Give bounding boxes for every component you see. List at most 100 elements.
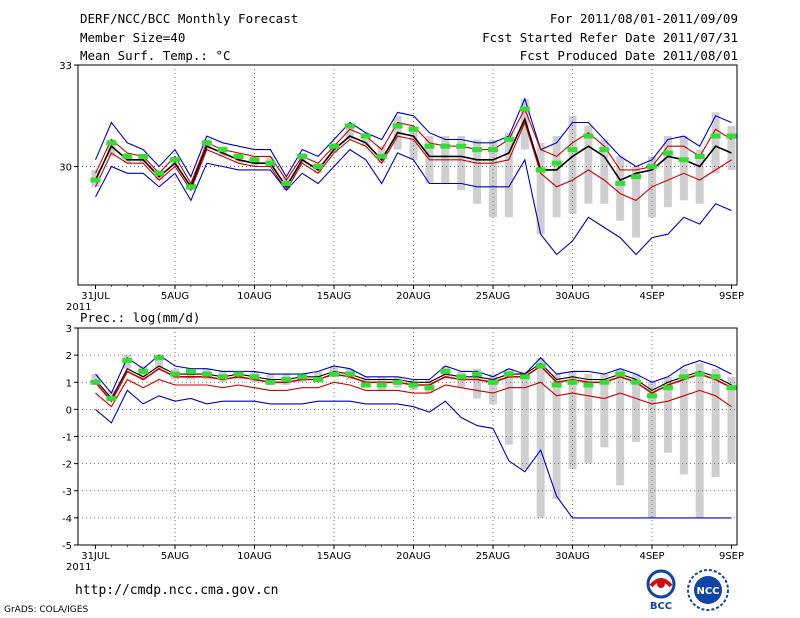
series-upper-percentile [95,362,732,400]
x-tick-label: 30AUG [555,551,590,562]
x-tick-label: 5AUG [161,551,189,562]
observation-marker [551,382,562,388]
x-tick-label: 20AUG [396,291,431,302]
observation-marker [313,164,324,170]
observation-marker [583,133,594,139]
series-lower-percentile [95,378,732,408]
spread-bar [504,368,513,445]
variable-label: Mean Surf. Temp.: °C [80,48,231,63]
observation-marker [662,150,673,156]
observation-marker [472,371,483,377]
series-ensemble-mean [94,117,732,189]
spread-bar [695,363,704,518]
observation-marker [90,379,101,385]
observation-marker [344,371,355,377]
spread-bar [520,371,529,470]
observation-marker [551,160,562,166]
x-tick-label: 9SEP [719,551,744,562]
observation-marker [249,157,260,163]
spread-bar [552,136,561,218]
spread-bar [600,374,609,448]
observation-marker [694,153,705,159]
observation-marker [265,379,276,385]
spread-bar [489,374,497,404]
y-tick-label: 30 [59,163,72,174]
observation-marker [567,147,578,153]
y-tick-label: -5 [62,541,72,552]
observation-marker [440,143,451,149]
y-tick-label: -3 [62,487,72,498]
observation-marker [678,374,689,380]
spread-bar [361,132,370,147]
bcc-logo: BCC [646,569,676,612]
observation-marker [360,382,371,388]
observation-marker [170,371,180,377]
spread-bar [600,139,609,204]
observation-marker [583,382,594,388]
spread-bar [536,357,545,518]
observation-marker [185,368,196,374]
observation-marker [138,368,149,374]
observation-marker [599,147,610,153]
y-tick-label: 33 [59,61,72,72]
x-year-label: 2011 [66,562,91,573]
observation-marker [503,136,514,142]
spread-bar [727,125,736,170]
observation-marker [170,157,180,163]
x-tick-label: 4SEP [639,551,664,562]
observation-marker [106,140,117,146]
grads-credit: GrADS: COLA/IGES [4,605,89,615]
spread-bar [345,125,354,140]
footer-url[interactable]: http://cmdp.ncc.cma.gov.cn [75,583,279,598]
spread-bar [568,115,577,214]
observation-marker [710,133,721,139]
observation-marker [440,368,451,374]
observation-marker [106,396,117,402]
observation-marker [154,355,165,361]
observation-marker [615,180,626,186]
ncc-logo: NCC [687,569,729,611]
observation-marker [185,184,196,190]
plot-frame [77,64,738,286]
observation-marker [424,143,435,149]
observation-marker [535,167,546,173]
observation-marker [456,143,467,149]
observation-marker [408,382,419,388]
x-tick-label: 31JUL [81,291,110,302]
observation-marker [122,153,133,159]
y-tick-label: 1 [66,378,72,389]
spread-bar [632,374,641,442]
spread-bar [584,374,593,464]
observation-marker [631,174,642,180]
chart-title: DERF/NCC/BCC Monthly Forecast [80,11,299,26]
observation-marker [233,371,244,377]
observation-marker [392,123,403,129]
observation-marker [329,371,339,377]
x-tick-label: 9SEP [719,291,744,302]
x-tick-label: 30AUG [555,291,590,302]
spread-bar [695,149,704,204]
observation-marker [599,379,610,385]
observation-marker [313,377,324,383]
observation-marker [344,123,355,129]
produced-date: Fcst Produced Date 2011/08/01 [519,48,738,63]
observation-marker [535,363,546,369]
x-tick-label: 20AUG [396,551,431,562]
ncc-logo-text: NCC [696,586,719,597]
precip-title: Prec.: log(mm/d) [80,310,200,325]
observation-marker [201,371,212,377]
observation-marker [329,143,339,149]
x-tick-label: 10AUG [237,551,272,562]
spread-bar [616,156,625,221]
spread-bar [663,136,672,208]
spread-bar [616,368,625,486]
observation-marker [456,374,467,380]
observation-marker [472,147,483,153]
observation-marker [233,153,244,159]
y-tick-label: -4 [62,514,72,525]
spread-bar [648,382,656,518]
observation-marker [408,126,419,132]
spread-bar [632,166,641,238]
bcc-logo-text: BCC [650,601,672,612]
